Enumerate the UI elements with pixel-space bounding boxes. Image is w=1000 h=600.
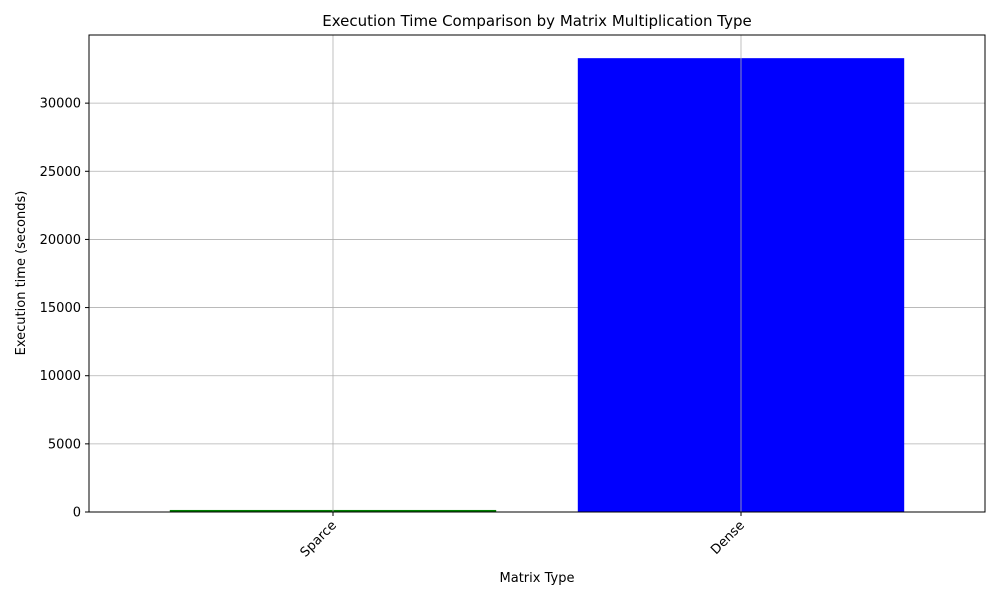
y-tick-label: 30000 (40, 97, 81, 112)
y-tick-label: 10000 (40, 369, 81, 384)
y-tick-label: 25000 (40, 165, 81, 180)
chart-title: Execution Time Comparison by Matrix Mult… (322, 12, 752, 30)
y-tick-label: 5000 (48, 437, 81, 452)
y-axis-title: Execution time (seconds) (14, 191, 29, 356)
vertical-grid-layer (332, 35, 742, 512)
y-tick-label: 15000 (40, 301, 81, 316)
x-axis-title: Matrix Type (500, 571, 575, 586)
y-tick-label: 0 (73, 506, 81, 521)
y-ticks-layer: 0 5000 10000 15000 20000 25000 30000 (40, 97, 89, 521)
y-tick-label: 20000 (40, 233, 81, 248)
plot-frame (88, 34, 986, 513)
